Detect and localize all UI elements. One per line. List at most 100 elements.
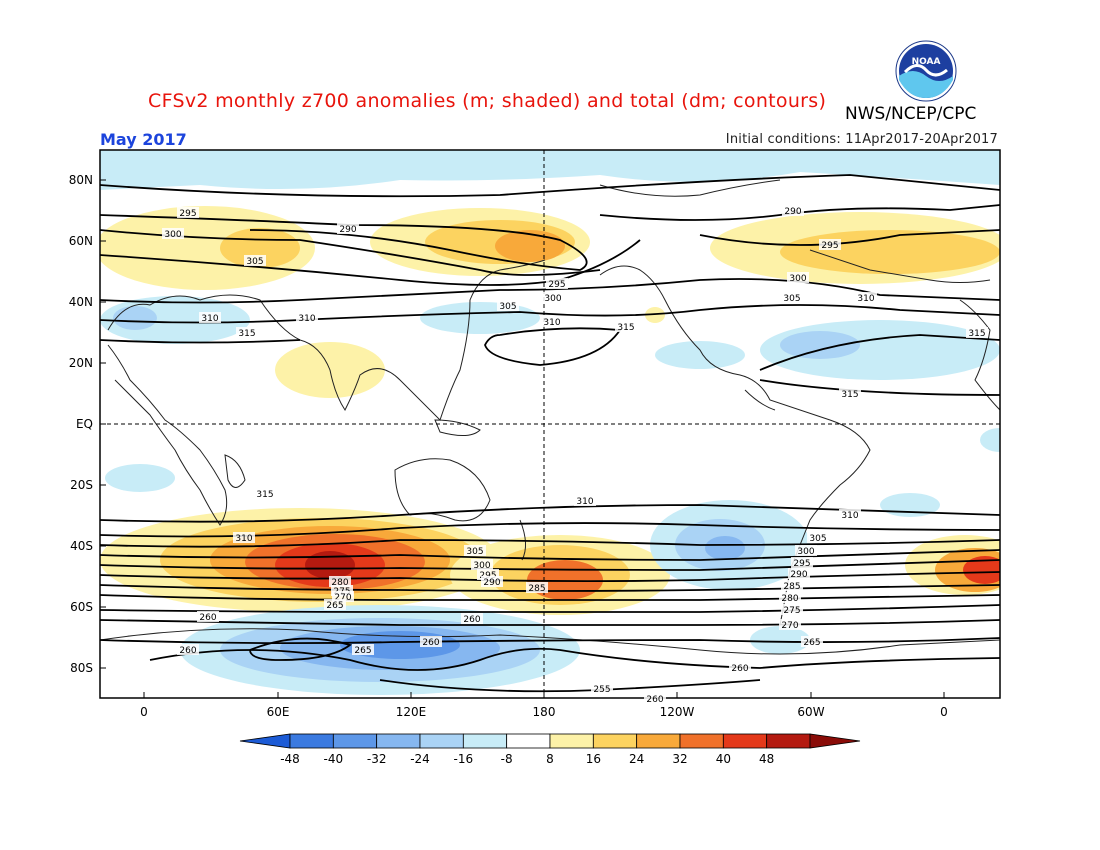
contour-label: 260 — [179, 646, 196, 656]
contour-label-bg — [244, 255, 266, 266]
colorbar-label: -16 — [454, 752, 474, 766]
contour-label: 260 — [199, 613, 216, 623]
contour-label: 260 — [463, 615, 480, 625]
colorbar-arrow-high — [809, 733, 861, 749]
contour-label-bg — [332, 591, 354, 602]
contour-label-bg — [729, 662, 751, 673]
colorbar-label: -24 — [410, 752, 430, 766]
contour-label-bg — [542, 292, 564, 303]
colorbar-label: 32 — [672, 752, 687, 766]
contour-label-bg — [782, 205, 804, 216]
contour-label-bg — [541, 316, 563, 327]
contour-label: 310 — [841, 511, 858, 521]
contour-label-bg — [331, 585, 353, 596]
colorbar-label: 48 — [759, 752, 774, 766]
contour-label-bg — [471, 559, 493, 570]
colorbar-swatch — [289, 733, 334, 749]
contour-label-bg — [644, 693, 666, 704]
contour-label: 290 — [790, 570, 807, 580]
contour-label-bg — [481, 576, 503, 587]
contour-label-bg — [233, 532, 255, 543]
colorbar-label: -48 — [280, 752, 300, 766]
colorbar-swatch — [376, 733, 421, 749]
lon-tick-label: 60E — [267, 705, 290, 719]
colorbar-label: -32 — [367, 752, 387, 766]
lat-tick-label: EQ — [76, 417, 93, 431]
contour-label-bg — [779, 619, 801, 630]
contour-label-bg — [807, 532, 829, 543]
colorbar-swatch — [506, 733, 551, 749]
contour-label-bg — [791, 557, 813, 568]
contour-label-bg — [781, 292, 803, 303]
contour-label: 310 — [543, 318, 560, 328]
source-label: NWS/NCEP/CPC — [845, 104, 977, 124]
colorbar-swatch — [332, 733, 378, 749]
colorbar-label: 16 — [586, 752, 601, 766]
lat-tick-label: 20S — [70, 478, 93, 492]
contour-label-bg — [591, 683, 613, 694]
contour-label-bg — [966, 327, 988, 338]
contour-label: 285 — [528, 584, 545, 594]
colorbar-label: -8 — [501, 752, 513, 766]
contour-label: 295 — [821, 241, 838, 251]
lon-tick-label: 0 — [940, 705, 948, 719]
contour-label: 280 — [331, 578, 348, 588]
contour-label: 315 — [238, 329, 255, 339]
contour-label: 260 — [422, 638, 439, 648]
contour-label-bg — [795, 545, 817, 556]
contour-label: 280 — [781, 594, 798, 604]
lat-tick-label: 80S — [70, 661, 93, 675]
contour-label-bg — [819, 239, 841, 250]
colorbar-label: 24 — [629, 752, 644, 766]
contour-label-bg — [839, 509, 861, 520]
contour-label: 295 — [548, 280, 565, 290]
lon-tick-label: 120W — [660, 705, 695, 719]
contour-label-bg — [324, 599, 346, 610]
contour-label: 270 — [781, 621, 798, 631]
contour-label: 315 — [968, 329, 985, 339]
lat-tick-label: 60S — [70, 600, 93, 614]
colorbar-label: 8 — [546, 752, 554, 766]
contour-label-bg — [254, 488, 276, 499]
contour-label: 310 — [201, 314, 218, 324]
contour-label-bg — [477, 569, 499, 580]
contour-label: 300 — [473, 561, 490, 571]
lon-tick-label: 180 — [533, 705, 556, 719]
contour-label: 265 — [326, 601, 343, 611]
contour-label-bg — [352, 644, 374, 655]
contour-label-bg — [464, 545, 486, 556]
colorbar-label: 40 — [716, 752, 731, 766]
contour-label: 300 — [789, 274, 806, 284]
contour-label: 290 — [784, 207, 801, 217]
colorbar-swatch — [679, 733, 724, 749]
latitude-ticks: 80N 60N 40N 20N EQ 20S 40S 60S 80S — [69, 173, 106, 675]
contour-label: 305 — [499, 302, 516, 312]
logo-text: NOAA — [912, 57, 941, 67]
contour-label: 315 — [841, 390, 858, 400]
contour-label-bg — [781, 580, 803, 591]
lon-tick-label: 120E — [396, 705, 427, 719]
contour-label-bg — [801, 636, 823, 647]
contour-label: 310 — [576, 497, 593, 507]
contour-label-bg — [461, 613, 483, 624]
contour-label: 310 — [235, 534, 252, 544]
lon-tick-label: 0 — [140, 705, 148, 719]
contour-label-bg — [788, 568, 810, 579]
colorbar-swatch — [462, 733, 508, 749]
contour-label: 305 — [783, 294, 800, 304]
contour-label: 290 — [483, 578, 500, 588]
contour-label: 300 — [164, 230, 181, 240]
contour-label: 255 — [593, 685, 610, 695]
contour-label-bg — [329, 576, 351, 587]
contour-label-bg — [546, 278, 568, 289]
colorbar-swatch — [636, 733, 681, 749]
contour-label: 290 — [339, 225, 356, 235]
contour-label-bg — [497, 300, 519, 311]
contour-label-layer: 295 300 305 310 315 290 310 295 300 305 310 315 290 2… — [162, 205, 988, 705]
colorbar-swatch — [592, 733, 638, 749]
initial-conditions: Initial conditions: 11Apr2017-20Apr2017 — [725, 132, 998, 147]
contour-label-bg — [855, 292, 877, 303]
contour-label-bg — [787, 272, 809, 283]
contour-label: 260 — [646, 695, 663, 705]
